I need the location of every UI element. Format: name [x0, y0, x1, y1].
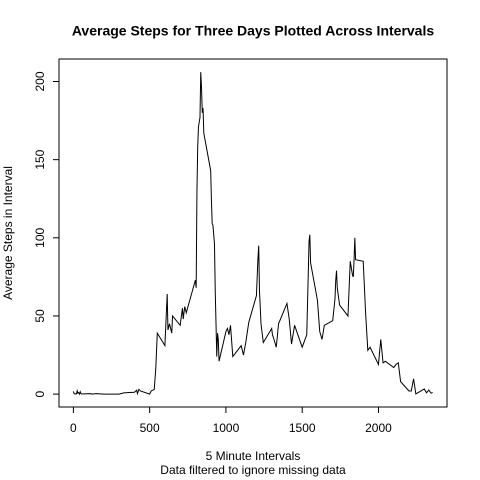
x-tick-label: 2000	[365, 421, 392, 435]
y-tick-label: 200	[33, 71, 47, 91]
x-tick-label: 1000	[213, 421, 240, 435]
x-tick-label: 500	[140, 421, 160, 435]
data-line	[72, 72, 433, 396]
x-axis-label: 5 Minute Intervals	[206, 449, 301, 463]
y-tick-label: 0	[33, 390, 47, 397]
x-tick-label: 1500	[289, 421, 316, 435]
chart-title: Average Steps for Three Days Plotted Acr…	[72, 23, 435, 39]
subtitle: Data filtered to ignore missing data	[160, 463, 346, 477]
y-axis-label: Average Steps in Interval	[1, 166, 15, 300]
y-tick-label: 50	[33, 309, 47, 323]
y-tick-label: 150	[33, 149, 47, 169]
x-tick-label: 0	[70, 421, 77, 435]
plot-box	[58, 58, 448, 408]
y-tick-label: 100	[33, 227, 47, 247]
